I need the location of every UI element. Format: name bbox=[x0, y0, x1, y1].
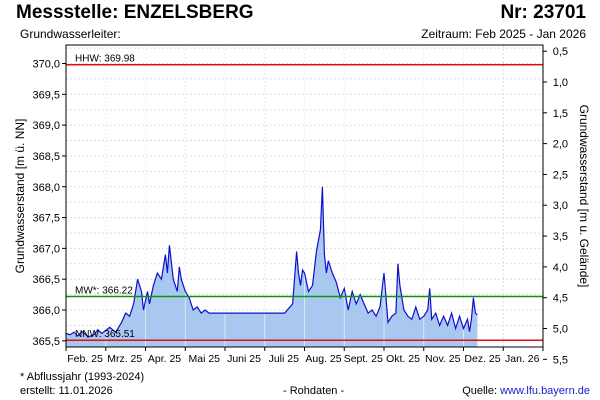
source-prefix: Quelle: bbox=[462, 385, 501, 397]
aquifer-label: Grundwasserleiter: bbox=[20, 27, 121, 41]
reference-label: NNW: 365.51 bbox=[75, 329, 135, 340]
reference-label: MW*: 366.22 bbox=[75, 285, 133, 296]
x-tick-label: Mai 25 bbox=[188, 353, 220, 365]
y-tick-label: 366,0 bbox=[32, 305, 60, 317]
y-tick-label: 369,0 bbox=[32, 120, 60, 132]
y2-tick-label: 0,5 bbox=[553, 46, 568, 58]
created-date: erstellt: 11.01.2026 bbox=[20, 385, 113, 397]
x-tick-label: Sept. 25 bbox=[344, 353, 383, 365]
x-tick-label: Feb. 25 bbox=[67, 353, 103, 365]
y2-tick-label: 2,0 bbox=[553, 139, 568, 151]
x-tick-label: Nov. 25 bbox=[425, 353, 461, 365]
station-number: Nr: 23701 bbox=[500, 2, 586, 23]
y2-tick-label: 3,0 bbox=[553, 200, 568, 212]
x-tick-label: Apr. 25 bbox=[148, 353, 181, 365]
y2-axis-label: Grundwasserstand [m u. Gelände] bbox=[577, 105, 591, 288]
y-axis-label: Grundwasserstand [m ü. NN] bbox=[13, 119, 27, 274]
x-tick-label: Juli 25 bbox=[269, 353, 300, 365]
y2-tick-label: 4,5 bbox=[553, 293, 568, 305]
y2-tick-label: 1,0 bbox=[553, 77, 568, 89]
source-line: Quelle: www.lfu.bayern.de bbox=[462, 385, 590, 397]
y-tick-label: 368,5 bbox=[32, 151, 60, 163]
y2-tick-label: 4,0 bbox=[553, 262, 568, 274]
y-tick-label: 366,5 bbox=[32, 274, 60, 286]
rawdata-label: - Rohdaten - bbox=[283, 385, 345, 397]
y2-tick-label: 5,5 bbox=[553, 354, 568, 366]
y2-tick-label: 5,0 bbox=[553, 324, 568, 336]
x-tick-label: Dez. 25 bbox=[464, 353, 500, 365]
x-tick-label: Aug. 25 bbox=[305, 353, 341, 365]
x-tick-label: Okt. 25 bbox=[386, 353, 420, 365]
x-tick-label: Jan. 26 bbox=[505, 353, 540, 365]
y-tick-label: 369,5 bbox=[32, 89, 60, 101]
source-link[interactable]: www.lfu.bayern.de bbox=[500, 385, 590, 397]
period-label: Zeitraum: Feb 2025 - Jan 2026 bbox=[421, 27, 586, 41]
footnote: * Abflussjahr (1993-2024) bbox=[20, 371, 145, 383]
series-area bbox=[66, 186, 478, 347]
series-line bbox=[65, 186, 478, 338]
y-tick-label: 370,0 bbox=[32, 58, 60, 70]
y2-tick-label: 1,5 bbox=[553, 108, 568, 120]
y-tick-label: 367,5 bbox=[32, 213, 60, 225]
reference-label: HHW: 369.98 bbox=[75, 54, 135, 65]
y2-tick-label: 2,5 bbox=[553, 169, 568, 181]
y2-tick-label: 3,5 bbox=[553, 231, 568, 243]
x-tick-label: Mrz. 25 bbox=[107, 353, 142, 365]
y-tick-label: 365,5 bbox=[32, 336, 60, 348]
y-tick-label: 367,0 bbox=[32, 243, 60, 255]
x-tick-label: Juni 25 bbox=[227, 353, 261, 365]
page-title: Messstelle: ENZELSBERG bbox=[16, 2, 254, 23]
y-tick-label: 368,0 bbox=[32, 182, 60, 194]
